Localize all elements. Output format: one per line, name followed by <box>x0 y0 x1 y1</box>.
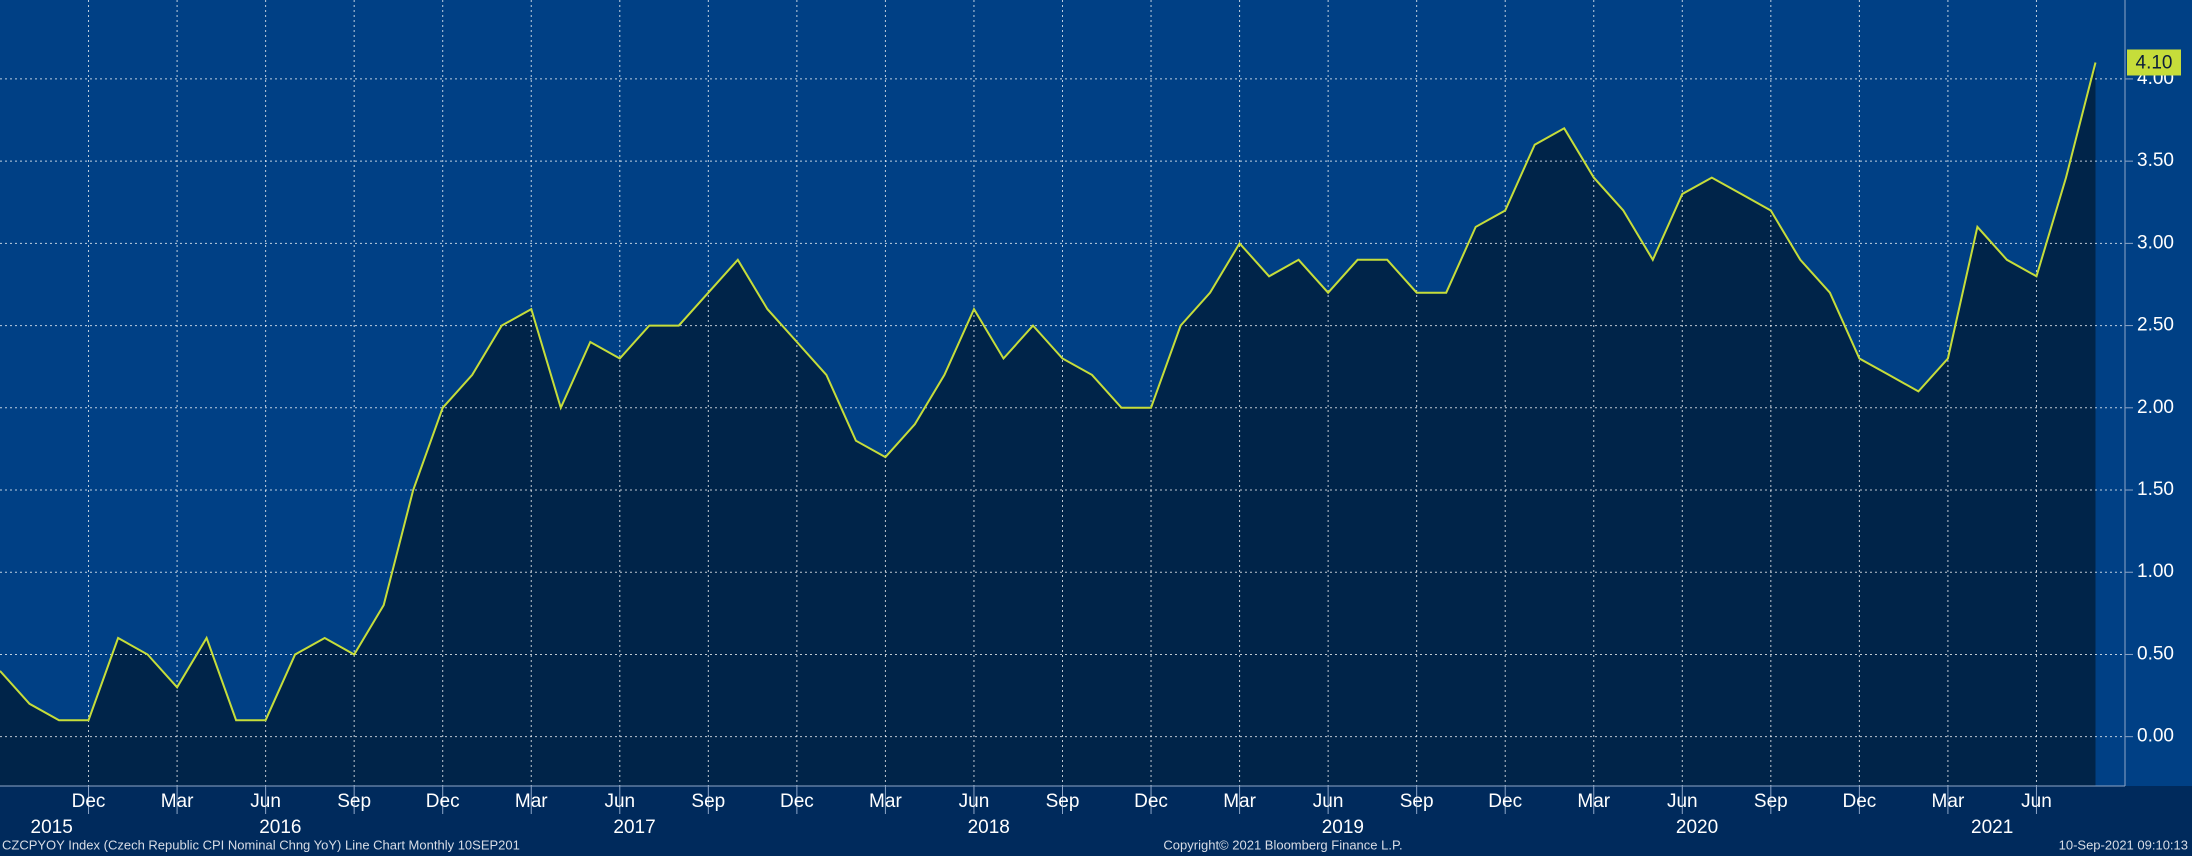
y-tick-label: 1.50 <box>2137 479 2174 500</box>
y-tick-label: 0.50 <box>2137 643 2174 664</box>
x-tick-label: Sep <box>1754 791 1788 812</box>
x-tick-label: Sep <box>691 791 725 812</box>
x-tick-label: Dec <box>72 791 106 812</box>
x-tick-label: Mar <box>1932 791 1965 812</box>
x-tick-label: Jun <box>250 791 281 812</box>
timestamp: 10-Sep-2021 09:10:13 <box>2059 837 2188 852</box>
year-label: 2016 <box>259 817 301 838</box>
x-tick-label: Sep <box>1046 791 1080 812</box>
year-label: 2020 <box>1676 817 1718 838</box>
source-note: CZCPYOY Index (Czech Republic CPI Nomina… <box>2 837 520 852</box>
year-label: 2021 <box>1971 817 2013 838</box>
plot <box>0 0 2125 786</box>
x-tick-label: Jun <box>1667 791 1698 812</box>
year-label: 2015 <box>31 817 73 838</box>
x-tick-label: Dec <box>1488 791 1522 812</box>
x-tick-label: Mar <box>515 791 548 812</box>
line <box>0 62 2097 722</box>
x-tick-label: Mar <box>161 791 194 812</box>
x-tick-label: Sep <box>337 791 371 812</box>
y-tick-label: 3.50 <box>2137 150 2174 171</box>
x-tick-label: Jun <box>604 791 635 812</box>
x-tick-label: Jun <box>2021 791 2052 812</box>
y-tick-label: 3.00 <box>2137 232 2174 253</box>
x-axis-band <box>0 786 2192 856</box>
y-tick-label: 2.50 <box>2137 315 2174 336</box>
copyright: Copyright© 2021 Bloomberg Finance L.P. <box>1163 837 1402 852</box>
y-tick-label: 0.00 <box>2137 726 2174 747</box>
y-tick-label: 1.00 <box>2137 561 2174 582</box>
value-label-box <box>2127 49 2181 76</box>
x-tick-label: Mar <box>869 791 902 812</box>
year-label: 2018 <box>968 817 1010 838</box>
x-tick-label: Jun <box>959 791 990 812</box>
year-label: 2019 <box>1322 817 1364 838</box>
x-tick-label: Dec <box>426 791 460 812</box>
value-label: 4.10 <box>2136 53 2173 74</box>
x-tick-label: Mar <box>1223 791 1256 812</box>
x-tick-label: Dec <box>780 791 814 812</box>
x-tick-label: Dec <box>1842 791 1876 812</box>
x-tick-label: Dec <box>1134 791 1168 812</box>
x-tick-label: Sep <box>1400 791 1434 812</box>
x-tick-label: Jun <box>1313 791 1344 812</box>
y-tick-label: 2.00 <box>2137 397 2174 418</box>
year-label: 2017 <box>613 817 655 838</box>
x-tick-label: Mar <box>1577 791 1610 812</box>
